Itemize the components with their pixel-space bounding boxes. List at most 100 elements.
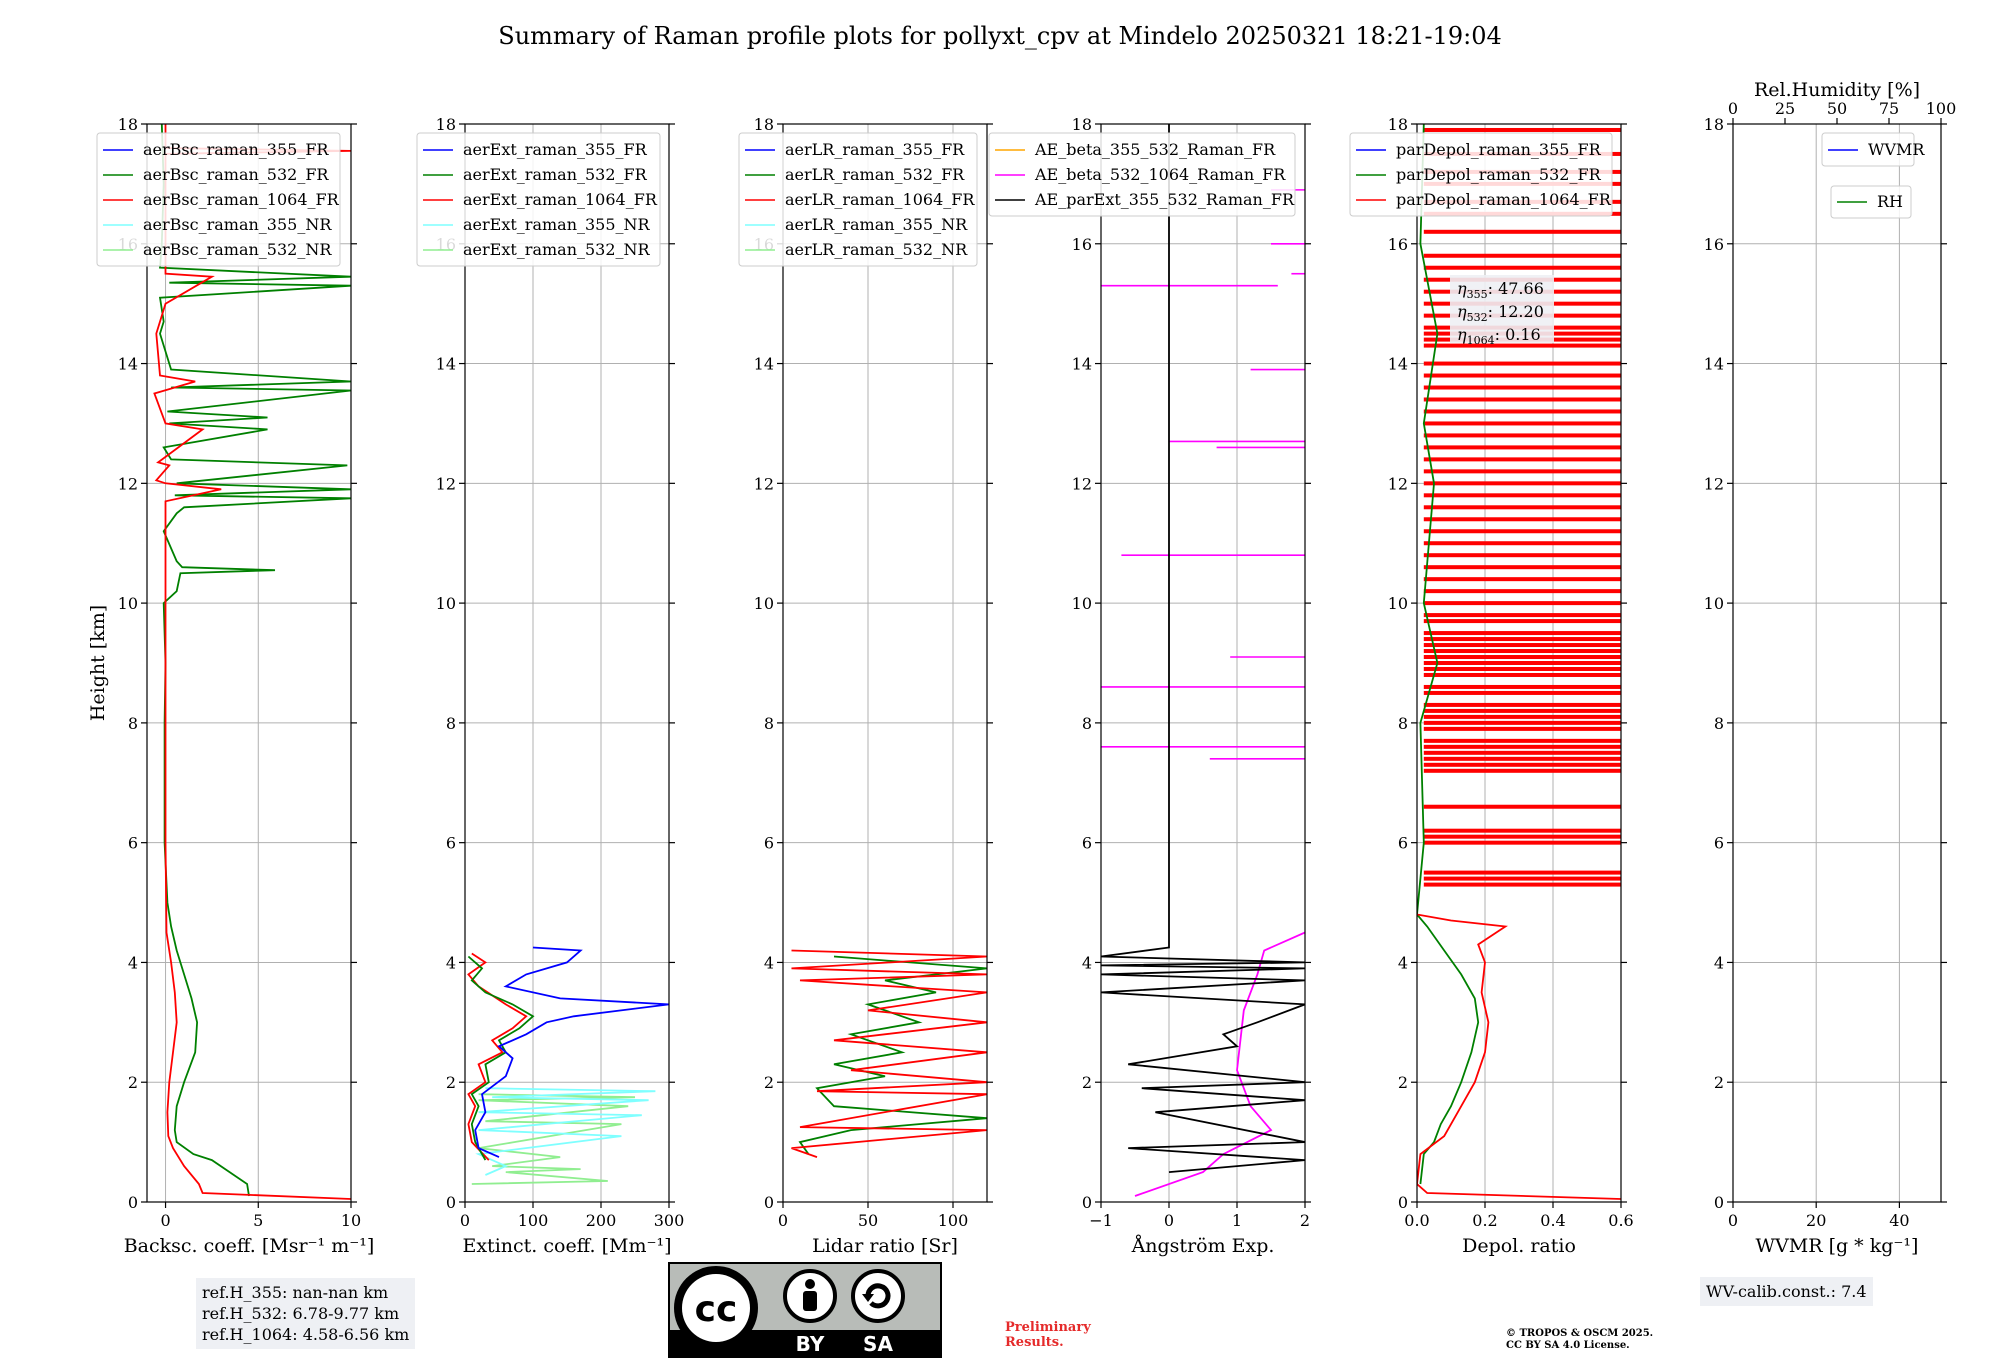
depol-1064-band — [1423, 397, 1621, 402]
panel-bsc: 0246810121416180510Backsc. coeff. [Msr⁻¹… — [87, 115, 374, 1257]
ytick-label: 14 — [1704, 355, 1724, 374]
ytick-label: 12 — [754, 474, 774, 493]
eta-symbol: η — [1457, 279, 1467, 298]
refh-1064: ref.H_1064: 4.58-6.56 km — [202, 1325, 410, 1344]
series-aerExt_raman_1064_FR — [467, 952, 528, 1161]
depol-1064-band — [1423, 726, 1621, 731]
legend-entry: aerLR_raman_532_NR — [785, 240, 968, 259]
ytick-label: 6 — [446, 834, 456, 853]
depol-1064-band — [1423, 661, 1621, 665]
ytick-label: 2 — [446, 1073, 456, 1092]
top-tick-label: 100 — [1926, 99, 1957, 118]
ytick-label: 8 — [1082, 714, 1092, 733]
series-aerBsc_raman_532_FR — [158, 124, 351, 1197]
series-aerExt_raman_532_FR — [467, 955, 535, 1161]
xtick-label: 0.0 — [1404, 1211, 1429, 1230]
legend: aerExt_raman_355_FR aerExt_raman_532_FRae… — [416, 132, 661, 267]
eta-symbol: η — [1457, 325, 1467, 344]
legend-box — [1830, 185, 1912, 219]
depol-1064-band — [1423, 445, 1621, 450]
panel-lr: 024681012141618050100Lidar ratio [Sr]aer… — [738, 115, 993, 1257]
top-tick-label: 25 — [1775, 99, 1795, 118]
data-group — [791, 949, 987, 1158]
ytick-label: 8 — [1398, 714, 1408, 733]
axes-frame — [146, 123, 352, 1203]
top-tick-label: 50 — [1827, 99, 1847, 118]
legend-entry: aerLR_raman_355_FR — [785, 140, 965, 159]
depol-1064-band — [1423, 768, 1621, 773]
depol-1064-band — [1423, 505, 1621, 510]
ytick-label: 4 — [1398, 953, 1408, 972]
axes-frame — [1100, 123, 1306, 1203]
ytick-label: 2 — [1082, 1073, 1092, 1092]
eta-value: : 0.16 — [1495, 325, 1541, 344]
cc-logo-text: cc — [695, 1289, 738, 1330]
top-axis-label: Rel.Humidity [%] — [1754, 79, 1920, 101]
depol-1064-band — [1423, 613, 1621, 618]
depol-1064-band — [1423, 702, 1621, 707]
xtick-label: 100 — [518, 1211, 549, 1230]
depol-1064-band — [1423, 738, 1621, 743]
xtick-label: 0 — [460, 1211, 470, 1230]
depol-1064-band — [1423, 744, 1621, 749]
ytick-label: 10 — [754, 594, 774, 613]
by-label: BY — [796, 1332, 825, 1356]
xtick-label: 40 — [1889, 1211, 1909, 1230]
preliminary-line-1: Preliminary — [1005, 1320, 1091, 1335]
depol-1064-band — [1423, 127, 1621, 132]
ytick-label: 4 — [764, 953, 774, 972]
top-tick-label: 0 — [1728, 99, 1738, 118]
depol-1064-band — [1423, 649, 1621, 654]
ytick-label: 0 — [1082, 1193, 1092, 1212]
ytick-label: 4 — [128, 953, 138, 972]
ytick-label: 18 — [1388, 115, 1408, 134]
axes-frame — [1732, 123, 1942, 1203]
xtick-label: 0.6 — [1608, 1211, 1633, 1230]
xtick-label: 0 — [1728, 1211, 1738, 1230]
ytick-label: 6 — [764, 834, 774, 853]
depol-1064-band — [1423, 577, 1621, 582]
depol-1064-band — [1423, 589, 1621, 594]
legend-box — [96, 132, 341, 267]
legend: aerBsc_raman_355_FR aerBsc_raman_532_FRae… — [96, 132, 341, 267]
eta-value: : 47.66 — [1488, 279, 1544, 298]
xtick-label: 100 — [938, 1211, 969, 1230]
ytick-label: 18 — [754, 115, 774, 134]
legend-entry: AE_parExt_355_532_Raman_FR — [1034, 190, 1295, 209]
panel-depol: 0 2 4 6 8 10 12 14 16 18 0.0 0.2 0.4 0.6 Depol. ratio p… — [1349, 115, 1634, 1257]
ytick-label: 12 — [1072, 474, 1092, 493]
legend-box — [738, 132, 978, 267]
eta-value: : 12.20 — [1488, 302, 1544, 321]
depol-1064-band — [1423, 469, 1621, 474]
ytick-label: 8 — [1714, 714, 1724, 733]
copyright-line-1: © TROPOS & OSCM 2025. — [1506, 1328, 1654, 1339]
eta-subscript: 355 — [1467, 288, 1488, 301]
copyright-line-2: CC BY SA 4.0 License. — [1506, 1340, 1630, 1351]
panel-ext: 0246810121416180100200300Extinct. coeff.… — [416, 115, 684, 1257]
series-aerLR_raman_1064_FR — [791, 949, 987, 1158]
ytick-label: 8 — [446, 714, 456, 733]
depol-1064-band — [1423, 265, 1621, 270]
xtick-label: 20 — [1806, 1211, 1826, 1230]
ytick-label: 2 — [1398, 1073, 1408, 1092]
depol-1064-band — [1423, 385, 1621, 390]
ytick-label: 6 — [1082, 834, 1092, 853]
ytick-label: 8 — [128, 714, 138, 733]
y-axis-label: Height [km] — [87, 605, 109, 721]
series-AE_parExt_355_532_Raman_FR — [1101, 124, 1305, 1173]
depol-1064-band — [1423, 361, 1621, 366]
depol-1064-band — [1423, 684, 1621, 689]
x-axis-label: Lidar ratio [Sr] — [812, 1235, 958, 1257]
depol-1064-band — [1423, 714, 1621, 719]
depol-1064-band — [1423, 720, 1621, 725]
depol-1064-band — [1423, 870, 1621, 875]
depol-1064-band — [1423, 481, 1621, 486]
ytick-label: 2 — [128, 1073, 138, 1092]
top-tick-label: 75 — [1879, 99, 1899, 118]
depol-1064-band — [1423, 666, 1621, 671]
xtick-label: 10 — [341, 1211, 361, 1230]
legend-entry: aerLR_raman_532_FR — [785, 165, 965, 184]
xtick-label: 1 — [1232, 1211, 1242, 1230]
